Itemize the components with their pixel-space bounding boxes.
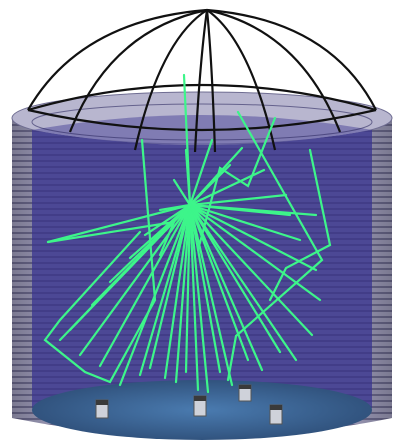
detector-icon xyxy=(238,384,252,402)
light-ray xyxy=(188,203,318,272)
light-ray xyxy=(188,163,232,207)
detector-icon xyxy=(193,395,207,417)
light-ray xyxy=(138,203,192,377)
light-rays xyxy=(43,73,332,394)
light-ray xyxy=(174,203,192,384)
dome-frame-icon xyxy=(27,8,377,153)
reflected-ray xyxy=(46,220,176,257)
light-ray xyxy=(188,138,214,207)
detector-icon xyxy=(269,404,283,425)
light-ray xyxy=(188,203,322,302)
light-ray xyxy=(188,203,210,394)
light-ray xyxy=(188,193,288,207)
reflected-ray xyxy=(226,110,324,382)
light-ray xyxy=(188,203,222,374)
light-ray xyxy=(98,203,192,368)
light-ray xyxy=(182,73,192,207)
tank-interior xyxy=(31,103,373,425)
light-ray xyxy=(143,203,192,237)
light-ray xyxy=(163,203,192,380)
reflected-ray xyxy=(43,138,157,384)
reflected-ray xyxy=(268,148,332,302)
light-ray xyxy=(188,203,282,354)
light-ray xyxy=(184,203,192,374)
light-ray xyxy=(188,203,314,337)
light-ray xyxy=(188,203,234,387)
light-ray xyxy=(172,178,192,207)
detectors xyxy=(95,384,283,425)
light-ray xyxy=(188,203,298,362)
light-ray xyxy=(58,203,192,342)
light-ray xyxy=(188,203,200,392)
light-ray xyxy=(46,203,192,244)
light-ray xyxy=(148,203,192,370)
detector-icon xyxy=(95,399,109,419)
